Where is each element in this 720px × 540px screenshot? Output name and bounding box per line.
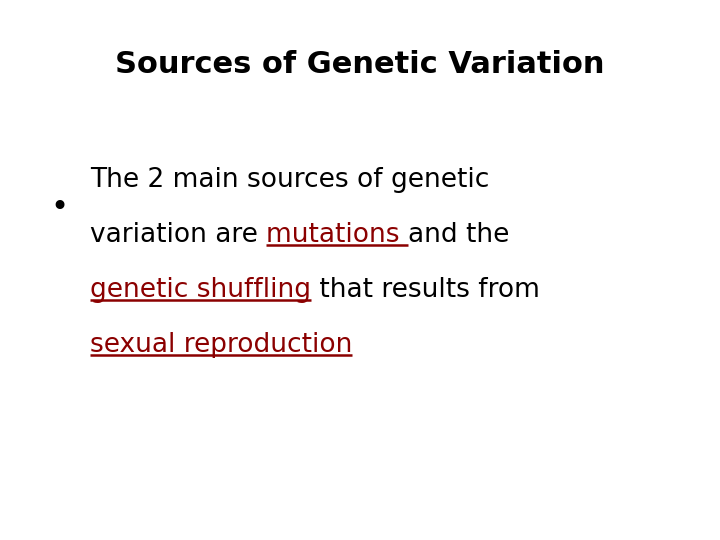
Text: that results from: that results from [311,277,540,303]
Text: and the: and the [408,222,510,248]
Text: variation are: variation are [90,222,266,248]
Text: genetic shuffling: genetic shuffling [90,277,311,303]
Text: The 2 main sources of genetic: The 2 main sources of genetic [90,167,490,193]
Text: sexual reproduction: sexual reproduction [90,332,352,358]
Text: Sources of Genetic Variation: Sources of Genetic Variation [115,50,605,79]
Text: mutations: mutations [266,222,408,248]
Text: •: • [50,193,68,222]
